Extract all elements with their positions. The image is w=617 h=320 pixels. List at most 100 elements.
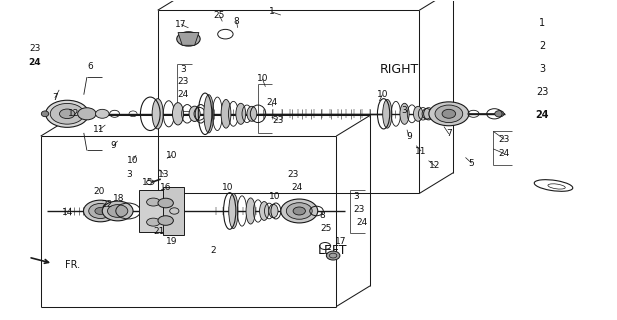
Text: 25: 25 (320, 224, 331, 233)
Text: 8: 8 (234, 17, 239, 26)
Text: 20: 20 (94, 188, 105, 196)
Ellipse shape (326, 251, 340, 260)
Text: FR.: FR. (65, 260, 80, 270)
Text: 6: 6 (87, 61, 93, 70)
Polygon shape (139, 190, 170, 232)
Text: 24: 24 (536, 110, 549, 120)
Ellipse shape (152, 99, 164, 129)
Text: 24: 24 (357, 218, 368, 227)
Text: 22: 22 (102, 200, 113, 209)
Ellipse shape (495, 111, 504, 117)
Polygon shape (163, 187, 184, 235)
Text: 9: 9 (110, 141, 116, 150)
Text: 23: 23 (288, 170, 299, 179)
Polygon shape (178, 33, 199, 45)
Ellipse shape (286, 203, 312, 219)
Text: 10: 10 (257, 74, 268, 83)
Ellipse shape (383, 100, 392, 128)
Ellipse shape (269, 204, 278, 218)
Ellipse shape (247, 106, 257, 121)
Ellipse shape (78, 108, 96, 120)
Text: 24: 24 (177, 90, 189, 99)
Ellipse shape (59, 109, 75, 119)
Ellipse shape (293, 207, 305, 215)
Ellipse shape (229, 194, 238, 228)
Text: 2: 2 (539, 41, 545, 51)
Ellipse shape (95, 207, 106, 214)
Text: LEFT: LEFT (318, 244, 347, 257)
Ellipse shape (221, 100, 231, 128)
Ellipse shape (107, 204, 128, 217)
Text: 9: 9 (406, 132, 412, 140)
Ellipse shape (236, 103, 246, 124)
Text: RIGHT: RIGHT (379, 63, 418, 76)
Text: 23: 23 (499, 135, 510, 144)
Text: 23: 23 (354, 205, 365, 214)
Text: 13: 13 (158, 170, 170, 179)
Ellipse shape (181, 35, 195, 43)
Text: 24: 24 (292, 183, 303, 192)
Text: 10: 10 (127, 156, 139, 164)
Text: 12: 12 (68, 109, 79, 118)
Ellipse shape (147, 198, 160, 206)
Text: 7: 7 (446, 129, 452, 138)
Text: 23: 23 (29, 44, 40, 53)
Text: 10: 10 (376, 90, 388, 99)
Text: 3: 3 (126, 170, 131, 179)
Text: 17: 17 (175, 20, 187, 29)
Ellipse shape (158, 198, 173, 208)
Ellipse shape (89, 204, 112, 219)
Text: 1: 1 (268, 7, 275, 16)
Ellipse shape (413, 106, 423, 121)
Ellipse shape (246, 198, 255, 224)
Text: 3: 3 (180, 65, 186, 74)
Ellipse shape (435, 105, 463, 123)
Text: 8: 8 (319, 211, 325, 220)
Ellipse shape (158, 216, 173, 225)
Text: 11: 11 (415, 147, 427, 156)
Text: 21: 21 (154, 227, 165, 236)
Text: 7: 7 (52, 93, 58, 102)
Text: 1: 1 (539, 18, 545, 28)
Text: 3: 3 (354, 192, 359, 201)
Ellipse shape (429, 102, 469, 126)
Text: 23: 23 (272, 116, 283, 125)
Text: 2: 2 (210, 246, 216, 255)
Text: 23: 23 (177, 77, 189, 86)
Text: 10: 10 (269, 192, 280, 201)
Text: 24: 24 (499, 149, 510, 158)
Text: 5: 5 (469, 159, 474, 168)
Ellipse shape (204, 95, 213, 133)
Ellipse shape (400, 103, 409, 124)
Ellipse shape (189, 106, 200, 122)
Ellipse shape (260, 202, 269, 220)
Ellipse shape (41, 111, 49, 117)
Text: 18: 18 (113, 194, 125, 204)
Text: 16: 16 (160, 183, 172, 192)
Text: 12: 12 (429, 161, 441, 170)
Ellipse shape (83, 200, 117, 222)
Text: 23: 23 (536, 87, 549, 97)
Ellipse shape (102, 201, 133, 221)
Ellipse shape (176, 32, 200, 46)
Text: 10: 10 (166, 151, 178, 160)
Text: 15: 15 (141, 178, 153, 187)
Text: 10: 10 (222, 183, 233, 192)
Ellipse shape (422, 108, 431, 119)
Ellipse shape (96, 109, 109, 118)
Text: 17: 17 (336, 237, 347, 246)
Ellipse shape (442, 109, 455, 118)
Text: 14: 14 (62, 208, 73, 217)
Text: 3: 3 (539, 64, 545, 74)
Text: 3: 3 (401, 106, 407, 115)
Text: 24: 24 (28, 58, 41, 67)
Text: 11: 11 (93, 125, 105, 134)
Text: 24: 24 (266, 98, 277, 107)
Ellipse shape (50, 103, 84, 124)
Ellipse shape (46, 100, 89, 127)
Ellipse shape (281, 199, 318, 223)
Ellipse shape (172, 103, 183, 125)
Text: 25: 25 (213, 11, 225, 20)
Ellipse shape (147, 218, 160, 226)
Text: 19: 19 (166, 237, 178, 246)
